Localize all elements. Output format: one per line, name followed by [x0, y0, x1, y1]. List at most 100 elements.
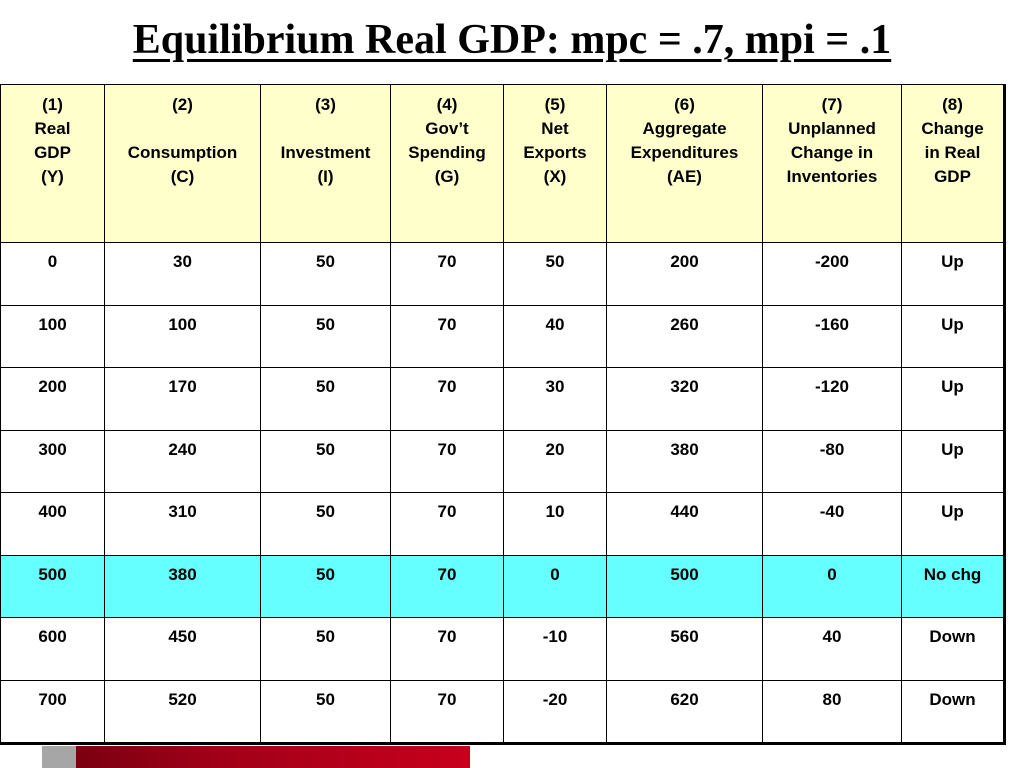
header-line: GDP — [34, 143, 71, 162]
header-line: (6) — [674, 95, 695, 114]
table-cell: 50 — [260, 429, 391, 493]
header-line: Change in — [790, 143, 874, 162]
equilibrium-row: 500 380 50 70 0 500 0 No chg — [0, 554, 1004, 618]
table-cell: -40 — [762, 492, 902, 556]
header-aggregate-expenditures: (6) Aggregate Expenditures (AE) — [606, 84, 763, 243]
header-line: (3) — [315, 95, 336, 114]
table-cell: 0 — [503, 554, 607, 618]
table-cell: 400 — [0, 492, 105, 556]
header-row: (1) Real GDP (Y) (2) Consumption (C) (3)… — [0, 84, 1004, 243]
header-line: (2) — [172, 95, 193, 114]
header-line: Investment — [280, 143, 371, 162]
header-line: (AE) — [667, 167, 702, 186]
table-row: 700 520 50 70 -20 620 80 Down — [0, 679, 1004, 743]
equilibrium-table: (1) Real GDP (Y) (2) Consumption (C) (3)… — [0, 84, 1004, 743]
table-cell: 50 — [260, 679, 391, 743]
header-line: (C) — [170, 167, 195, 186]
table-cell: 70 — [390, 242, 504, 306]
table-cell: 100 — [104, 304, 261, 368]
table-cell: 20 — [503, 429, 607, 493]
header-line: (7) — [821, 95, 843, 114]
table-cell: Down — [901, 617, 1004, 681]
table-cell: 380 — [104, 554, 261, 618]
table-cell: 50 — [260, 304, 391, 368]
table-cell: 30 — [104, 242, 261, 306]
header-line: (1) — [42, 95, 63, 114]
table-cell: 500 — [606, 554, 763, 618]
table-cell: 100 — [0, 304, 105, 368]
table-cell: 70 — [390, 617, 504, 681]
header-line: (I) — [317, 167, 334, 186]
table-cell: Up — [901, 429, 1004, 493]
table-cell: 500 — [0, 554, 105, 618]
table-cell: 50 — [260, 367, 391, 431]
table-row: 300 240 50 70 20 380 -80 Up — [0, 429, 1004, 493]
header-line: (5) — [544, 95, 566, 114]
table-cell: 380 — [606, 429, 763, 493]
table-cell: 240 — [104, 429, 261, 493]
table-cell: 260 — [606, 304, 763, 368]
header-change-real-gdp: (8) Change in Real GDP — [901, 84, 1004, 243]
header-net-exports: (5) Net Exports (X) — [503, 84, 607, 243]
table-cell: 700 — [0, 679, 105, 743]
header-line: in Real — [924, 143, 981, 162]
table-cell: 70 — [390, 304, 504, 368]
table-row: 400 310 50 70 10 440 -40 Up — [0, 492, 1004, 556]
header-real-gdp: (1) Real GDP (Y) — [0, 84, 105, 243]
header-line: Consumption — [127, 143, 238, 162]
footer-accent-gray — [42, 746, 76, 768]
table-cell: -200 — [762, 242, 902, 306]
table-cell: 80 — [762, 679, 902, 743]
table-cell: Up — [901, 304, 1004, 368]
equilibrium-table-container: (1) Real GDP (Y) (2) Consumption (C) (3)… — [0, 84, 1006, 745]
table-cell: 450 — [104, 617, 261, 681]
table-cell: 320 — [606, 367, 763, 431]
table-cell: Up — [901, 242, 1004, 306]
header-investment: (3) Investment (I) — [260, 84, 391, 243]
table-cell: Up — [901, 367, 1004, 431]
table-cell: -10 — [503, 617, 607, 681]
header-line: (G) — [434, 167, 460, 186]
header-consumption: (2) Consumption (C) — [104, 84, 261, 243]
header-line: Inventories — [786, 167, 878, 186]
table-cell: 170 — [104, 367, 261, 431]
header-spacer — [261, 117, 390, 141]
table-cell: 600 — [0, 617, 105, 681]
table-cell: 30 — [503, 367, 607, 431]
table-cell: 50 — [503, 242, 607, 306]
table-row: 200 170 50 70 30 320 -120 Up — [0, 367, 1004, 431]
header-line: Change — [921, 119, 984, 138]
header-line: (8) — [942, 95, 963, 114]
header-line: Real — [34, 119, 71, 138]
table-cell: 70 — [390, 429, 504, 493]
table-cell: 620 — [606, 679, 763, 743]
table-cell: 50 — [260, 242, 391, 306]
table-cell: 0 — [0, 242, 105, 306]
table-cell: -20 — [503, 679, 607, 743]
table-cell: 520 — [104, 679, 261, 743]
header-line: GDP — [934, 167, 971, 186]
table-cell: 70 — [390, 367, 504, 431]
table-row: 100 100 50 70 40 260 -160 Up — [0, 304, 1004, 368]
table-cell: -160 — [762, 304, 902, 368]
table-row: 600 450 50 70 -10 560 40 Down — [0, 617, 1004, 681]
table-cell: 50 — [260, 617, 391, 681]
table-cell: 10 — [503, 492, 607, 556]
header-line: Gov’t — [425, 119, 469, 138]
table-cell: -80 — [762, 429, 902, 493]
table-cell: 70 — [390, 554, 504, 618]
header-line: (Y) — [41, 167, 64, 186]
table-row: 0 30 50 70 50 200 -200 Up — [0, 242, 1004, 306]
table-cell: 50 — [260, 554, 391, 618]
footer-accent-red — [76, 746, 470, 768]
table-cell: No chg — [901, 554, 1004, 618]
table-cell: 50 — [260, 492, 391, 556]
header-line: Expenditures — [630, 143, 739, 162]
header-line: Spending — [408, 143, 486, 162]
header-line: Net — [541, 119, 569, 138]
header-line: Exports — [523, 143, 587, 162]
table-cell: 40 — [503, 304, 607, 368]
table-cell: 310 — [104, 492, 261, 556]
table-cell: -120 — [762, 367, 902, 431]
table-cell: 440 — [606, 492, 763, 556]
